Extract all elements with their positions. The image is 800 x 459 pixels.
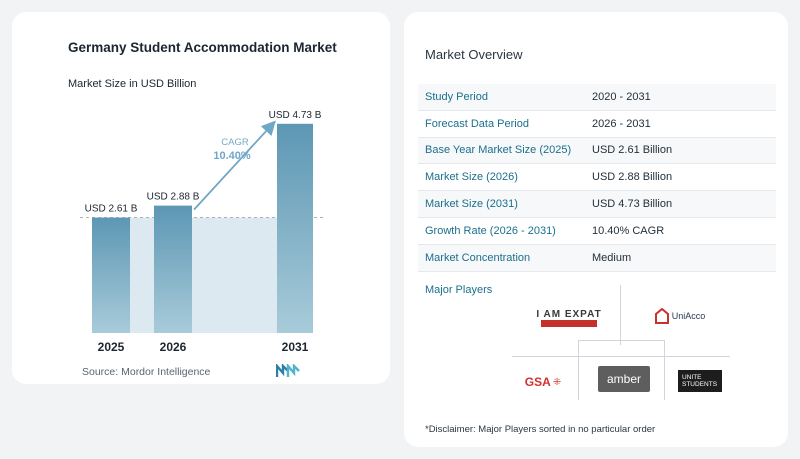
player-logo-unite-students: UNITE STUDENTS <box>678 370 722 392</box>
data-label-2031: USD 4.73 B <box>269 110 322 121</box>
divider <box>664 340 665 400</box>
row-label: Market Size (2031) <box>425 198 518 211</box>
player-logo-uniacco: UniAcco <box>650 306 710 326</box>
overview-row: Study Period 2020 - 2031 <box>418 84 776 111</box>
row-label: Forecast Data Period <box>425 117 529 130</box>
bar-2025 <box>92 217 130 333</box>
overview-row: Market Size (2031) USD 4.73 Billion <box>418 191 776 218</box>
dots-icon: ⁜ <box>552 376 562 388</box>
row-value: 10.40% CAGR <box>592 224 665 237</box>
major-players-label: Major Players <box>425 284 493 296</box>
row-value: Medium <box>592 251 632 264</box>
player-logo-amber: amber <box>598 366 650 392</box>
chart-subtitle: Market Size in USD Billion <box>68 78 197 90</box>
bar-2026 <box>154 205 192 333</box>
data-label-2025: USD 2.61 B <box>85 204 138 215</box>
row-value: 2020 - 2031 <box>592 90 651 103</box>
row-value: USD 2.88 Billion <box>592 171 673 184</box>
chart-title: Germany Student Accommodation Market <box>68 40 337 55</box>
disclaimer: *Disclaimer: Major Players sorted in no … <box>425 424 656 435</box>
player-name: amber <box>606 372 641 386</box>
overview-row: Market Concentration Medium <box>418 244 776 272</box>
cagr-label: CAGR <box>221 137 249 148</box>
row-value: USD 2.61 Billion <box>592 144 673 157</box>
cagr-arrow <box>193 120 276 211</box>
row-label: Study Period <box>425 90 488 103</box>
overview-row: Market Size (2026) USD 2.88 Billion <box>418 164 776 192</box>
bar-2031 <box>277 123 313 334</box>
row-label: Market Size (2026) <box>425 171 518 184</box>
x-tick-2026: 2026 <box>160 340 187 354</box>
house-icon <box>654 308 669 324</box>
overview-row: Base Year Market Size (2025) USD 2.61 Bil… <box>418 137 776 165</box>
source-note: Source: Mordor Intelligence <box>82 366 211 378</box>
divider <box>512 356 730 357</box>
x-tick-2025: 2025 <box>98 340 125 354</box>
row-value: 2026 - 2031 <box>592 117 651 130</box>
row-label: Market Concentration <box>425 251 531 264</box>
x-tick-2031: 2031 <box>282 340 309 354</box>
player-logo-iamexpat: I AM EXPAT <box>536 306 602 330</box>
player-logo-gsa: GSA ⁜ <box>520 372 566 392</box>
divider <box>578 340 664 341</box>
divider <box>620 285 621 345</box>
overview-table: Study Period 2020 - 2031 Forecast Data Pe… <box>418 84 776 272</box>
data-label-2026: USD 2.88 B <box>147 192 200 203</box>
row-label: Growth Rate (2026 - 2031) <box>425 224 556 237</box>
overview-row: Growth Rate (2026 - 2031) 10.40% CAGR <box>418 218 776 245</box>
divider <box>578 340 579 400</box>
player-name: GSA <box>524 375 551 389</box>
cagr-value: 10.40% <box>213 150 251 162</box>
player-name: UNITE STUDENTS <box>682 374 718 388</box>
player-name: UniAcco <box>671 311 706 321</box>
row-label: Base Year Market Size (2025) <box>425 144 572 157</box>
overview-row: Forecast Data Period 2026 - 2031 <box>418 111 776 138</box>
mordor-logo-icon <box>275 362 300 383</box>
overview-title: Market Overview <box>425 47 523 62</box>
player-name: I AM EXPAT <box>536 309 601 320</box>
row-value: USD 4.73 Billion <box>592 198 673 211</box>
